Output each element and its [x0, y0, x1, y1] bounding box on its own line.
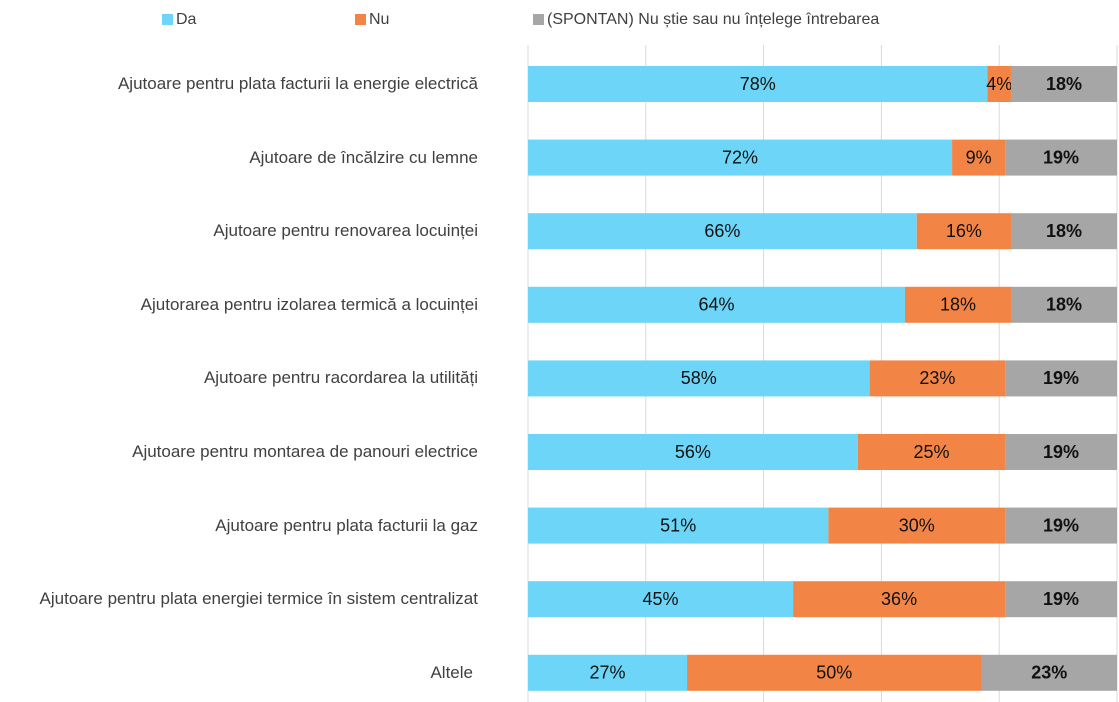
bar-segment [916, 213, 1011, 250]
bar-segment [1010, 66, 1117, 102]
value-label: 4% [986, 74, 1012, 94]
value-label: 18% [1046, 295, 1082, 315]
bar-segment [1005, 434, 1117, 470]
value-label: 45% [643, 589, 679, 609]
bar-segment [857, 434, 1006, 470]
value-label: 50% [816, 663, 852, 683]
value-label: 19% [1043, 589, 1079, 609]
bar-segment [1005, 581, 1117, 618]
category-label: Altele [430, 662, 473, 682]
value-label: 58% [681, 368, 717, 388]
bar-segment [828, 507, 1006, 544]
legend-swatch [355, 14, 366, 25]
value-label: 25% [913, 442, 949, 462]
bar-segment [528, 434, 858, 470]
value-label: 19% [1043, 147, 1079, 167]
bar-segment [528, 66, 988, 102]
category-label: Ajutoare pentru plata facturii la gaz [215, 515, 478, 535]
bar-segment [528, 581, 794, 618]
value-label: 66% [704, 221, 740, 241]
bar-segment [528, 139, 953, 176]
category-label: Ajutoare de încălzire cu lemne [249, 147, 478, 167]
bar-segment [1005, 360, 1117, 397]
value-label: 36% [881, 589, 917, 609]
legend-swatch [162, 14, 173, 25]
category-label: Ajutoare pentru racordarea la utilități [203, 368, 478, 388]
category-label: Ajutoare pentru montarea de panouri elec… [132, 442, 478, 461]
bar-segment [1005, 139, 1117, 176]
value-label: 72% [722, 147, 758, 167]
bar-segment [981, 654, 1117, 691]
value-label: 78% [740, 74, 776, 94]
value-label: 27% [589, 663, 625, 683]
value-label: 16% [946, 221, 982, 241]
bar-segment [987, 66, 1011, 102]
value-label: 18% [1046, 221, 1082, 241]
category-label: Ajutorarea pentru izolarea termică a loc… [140, 294, 478, 314]
bar-segment [1010, 286, 1117, 323]
value-label: 9% [966, 147, 992, 167]
value-label: 56% [675, 442, 711, 462]
bar-segment [528, 213, 917, 250]
legend-label: Da [176, 11, 197, 28]
category-label: Ajutoare pentru plata energiei termice î… [39, 589, 478, 609]
value-label: 64% [698, 295, 734, 315]
bar-segment [1010, 213, 1117, 250]
category-label: Ajutoare pentru renovarea locuinței [213, 221, 478, 241]
bar-segment [869, 360, 1006, 397]
bar-segment [687, 654, 982, 691]
value-label: 18% [940, 295, 976, 315]
value-label: 23% [919, 368, 955, 388]
bar-segment [904, 286, 1011, 323]
legend-swatch [533, 14, 544, 25]
bar-segment [528, 360, 870, 397]
bar-segment [952, 139, 1006, 176]
value-label: 51% [660, 515, 696, 535]
value-label: 30% [899, 515, 935, 535]
legend-label: Nu [369, 11, 389, 28]
value-label: 19% [1043, 368, 1079, 388]
value-label: 19% [1043, 442, 1079, 462]
bar-segment [528, 286, 905, 323]
value-label: 18% [1046, 74, 1082, 94]
bar-segment [793, 581, 1006, 618]
bar-segment [1005, 507, 1117, 544]
category-label: Ajutoare pentru plata facturii la energi… [117, 74, 478, 93]
value-label: 23% [1031, 663, 1067, 683]
bar-segment [528, 507, 829, 544]
value-label: 19% [1043, 515, 1079, 535]
bar-segment [528, 654, 688, 691]
legend-label: (SPONTAN) Nu știe sau nu înțelege întreb… [547, 11, 879, 28]
